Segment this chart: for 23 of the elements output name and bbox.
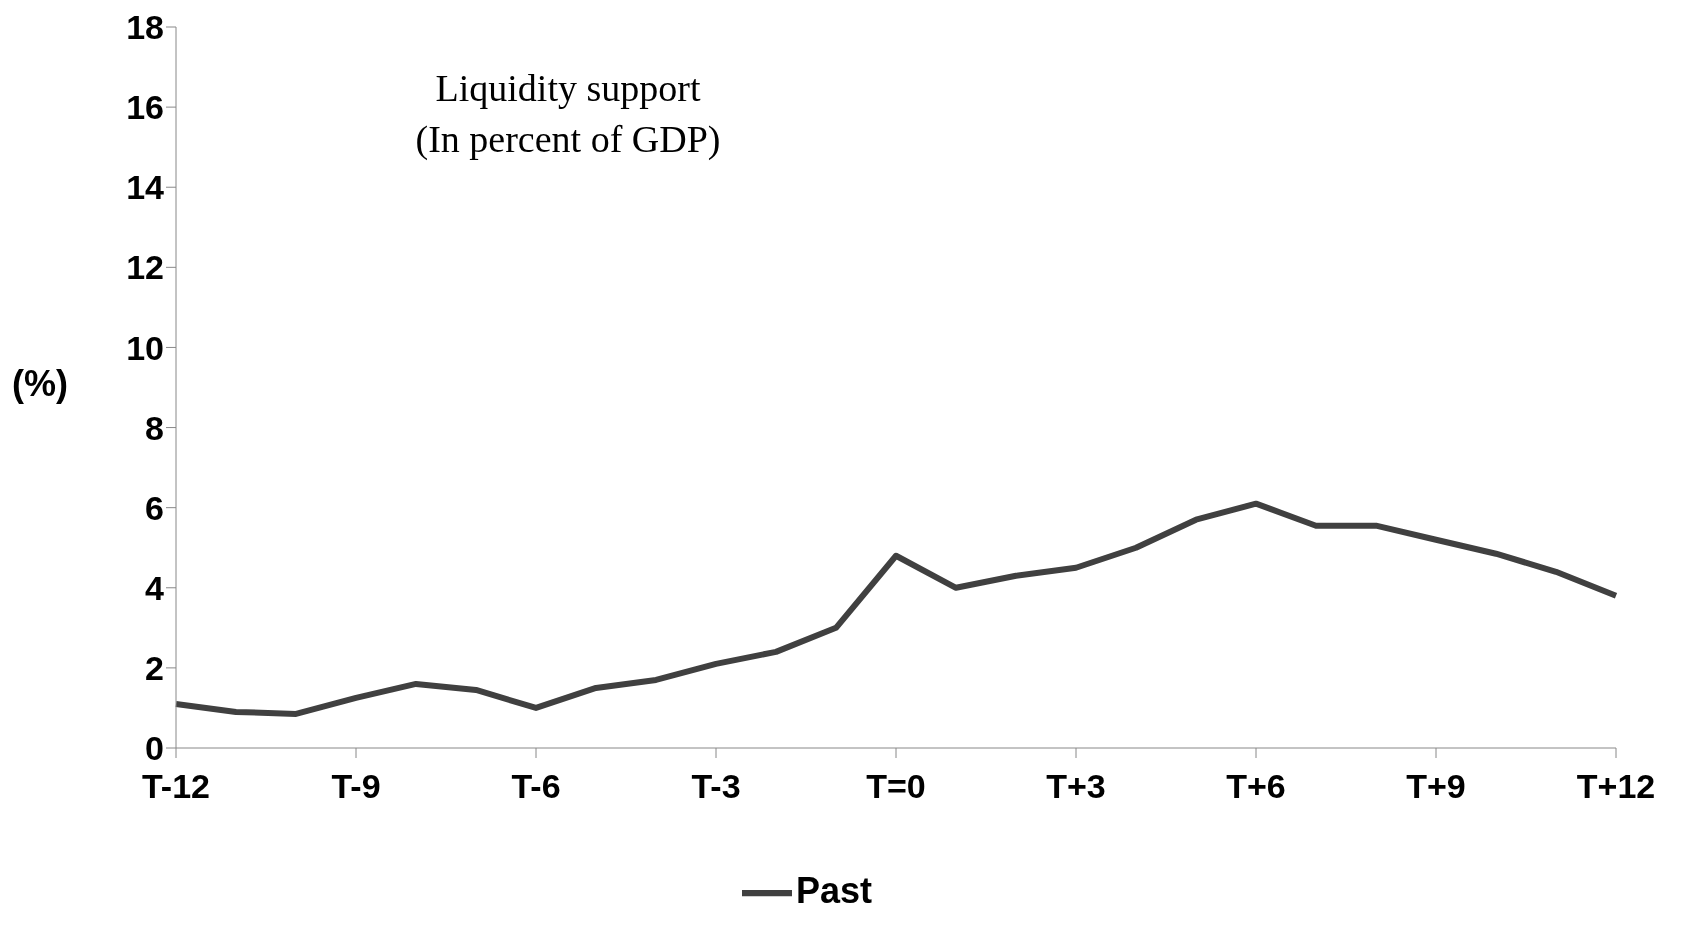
y-tick-label: 4 — [145, 568, 165, 607]
x-tick-label: T-9 — [331, 767, 381, 806]
y-tick-label: 0 — [145, 729, 164, 768]
x-tick-label: T-6 — [511, 767, 561, 806]
y-tick-label: 10 — [126, 328, 164, 367]
x-tick-label: T-12 — [141, 767, 211, 806]
y-tick-label: 2 — [145, 648, 164, 687]
x-tick-label: T+6 — [1226, 767, 1286, 806]
x-tick-label: T+9 — [1406, 767, 1466, 806]
y-tick-label: 6 — [145, 488, 164, 527]
legend-label: Past — [795, 869, 873, 911]
y-tick-label: 16 — [126, 88, 164, 127]
y-tick-label: 12 — [126, 248, 164, 287]
x-tick-label: T+12 — [1576, 767, 1656, 806]
y-tick-label: 14 — [126, 168, 165, 207]
x-tick-label: T=0 — [866, 767, 926, 806]
x-tick-label: T+3 — [1046, 767, 1106, 806]
y-tick-label: 8 — [145, 408, 164, 447]
text: Liquidity support — [434, 66, 702, 111]
text: (In percent of GDP) — [414, 117, 722, 162]
y-axis-title: (%) — [12, 363, 68, 405]
x-tick-label: T-3 — [691, 767, 741, 806]
y-tick-label: 18 — [126, 8, 164, 47]
